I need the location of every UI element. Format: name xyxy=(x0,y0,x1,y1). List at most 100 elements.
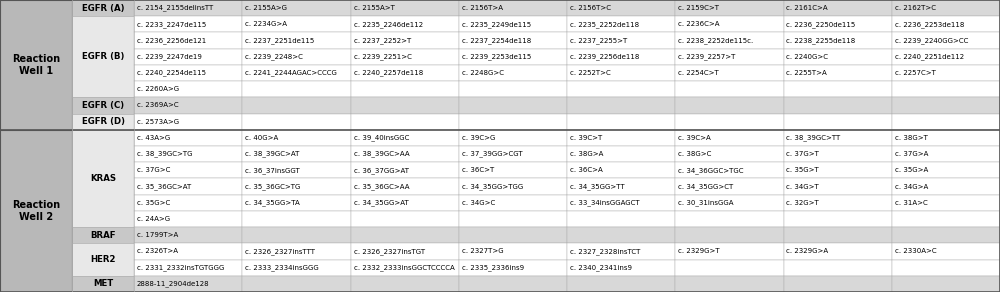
Text: c. 39C>G: c. 39C>G xyxy=(462,135,495,141)
Bar xyxy=(459,32,567,49)
Text: c. 2155A>T: c. 2155A>T xyxy=(354,5,394,11)
Text: c. 35G>T: c. 35G>T xyxy=(786,167,819,173)
Text: c. 2331_2332insTGTGGG: c. 2331_2332insTGTGGG xyxy=(137,264,224,271)
Bar xyxy=(784,162,892,178)
Bar xyxy=(134,211,242,227)
Bar xyxy=(892,16,1000,32)
Text: BRAF: BRAF xyxy=(90,231,116,240)
Text: c. 2240_2257de118: c. 2240_2257de118 xyxy=(354,69,423,77)
Text: c. 35_36GC>TG: c. 35_36GC>TG xyxy=(245,183,301,190)
Bar xyxy=(0,130,72,292)
Text: c. 2235_2249de115: c. 2235_2249de115 xyxy=(462,21,531,28)
Text: c. 2332_2333insGGCTCCCCA: c. 2332_2333insGGCTCCCCA xyxy=(354,264,454,271)
Text: c. 2239_2253de115: c. 2239_2253de115 xyxy=(462,53,531,60)
Bar xyxy=(134,260,242,276)
Text: c. 35_36GC>AT: c. 35_36GC>AT xyxy=(137,183,191,190)
Text: c. 35G>C: c. 35G>C xyxy=(137,200,170,206)
Text: c. 2240_2251de112: c. 2240_2251de112 xyxy=(895,53,964,60)
Text: c. 2159C>T: c. 2159C>T xyxy=(678,5,719,11)
Text: c. 2236_2250de115: c. 2236_2250de115 xyxy=(786,21,856,28)
Bar xyxy=(675,146,784,162)
Bar xyxy=(242,178,351,195)
Text: c. 2155A>G: c. 2155A>G xyxy=(245,5,287,11)
Text: Reaction
Well 1: Reaction Well 1 xyxy=(12,54,60,76)
Bar xyxy=(351,227,459,243)
Bar xyxy=(351,97,459,114)
Bar xyxy=(892,260,1000,276)
Bar xyxy=(567,211,675,227)
Text: c. 2333_2334insGGG: c. 2333_2334insGGG xyxy=(245,264,319,271)
Bar xyxy=(784,211,892,227)
Bar xyxy=(892,162,1000,178)
Text: c. 2238_2252de115c.: c. 2238_2252de115c. xyxy=(678,37,754,44)
Bar xyxy=(134,0,242,16)
Bar xyxy=(892,211,1000,227)
Text: c. 34_35GG>TGG: c. 34_35GG>TGG xyxy=(462,183,523,190)
Text: c. 39_40insGGC: c. 39_40insGGC xyxy=(354,135,409,141)
Text: c. 2161C>A: c. 2161C>A xyxy=(786,5,828,11)
Bar xyxy=(675,260,784,276)
Bar xyxy=(242,211,351,227)
Text: EGFR (D): EGFR (D) xyxy=(82,117,124,126)
Bar xyxy=(567,227,675,243)
Bar xyxy=(892,114,1000,130)
Bar xyxy=(351,32,459,49)
Bar xyxy=(351,211,459,227)
Text: c. 2257C>T: c. 2257C>T xyxy=(895,70,936,76)
Text: c. 2235_2246de112: c. 2235_2246de112 xyxy=(354,21,423,28)
Text: c. 1799T>A: c. 1799T>A xyxy=(137,232,178,238)
Bar xyxy=(675,211,784,227)
Bar xyxy=(72,97,134,114)
Bar xyxy=(675,16,784,32)
Text: c. 2326T>A: c. 2326T>A xyxy=(137,248,178,254)
Bar xyxy=(892,130,1000,146)
Bar xyxy=(567,65,675,81)
Bar xyxy=(892,65,1000,81)
Bar xyxy=(134,81,242,97)
Bar xyxy=(459,211,567,227)
Bar xyxy=(242,195,351,211)
Text: c. 2327T>G: c. 2327T>G xyxy=(462,248,503,254)
Bar xyxy=(784,114,892,130)
Bar xyxy=(242,227,351,243)
Bar xyxy=(72,227,134,243)
Bar xyxy=(892,146,1000,162)
Text: c. 24A>G: c. 24A>G xyxy=(137,216,170,222)
Bar xyxy=(459,162,567,178)
Text: c. 2236_2253de118: c. 2236_2253de118 xyxy=(895,21,964,28)
Bar xyxy=(675,49,784,65)
Bar xyxy=(459,195,567,211)
Bar xyxy=(459,260,567,276)
Bar xyxy=(459,81,567,97)
Bar xyxy=(675,97,784,114)
Bar xyxy=(459,97,567,114)
Text: c. 2252T>C: c. 2252T>C xyxy=(570,70,611,76)
Text: c. 2255T>A: c. 2255T>A xyxy=(786,70,827,76)
Bar xyxy=(351,0,459,16)
Bar xyxy=(351,65,459,81)
Bar xyxy=(351,195,459,211)
Text: c. 38G>A: c. 38G>A xyxy=(570,151,603,157)
Text: 2888-11_2904de128: 2888-11_2904de128 xyxy=(137,281,210,287)
Text: c. 2248G>C: c. 2248G>C xyxy=(462,70,504,76)
Bar xyxy=(134,114,242,130)
Bar xyxy=(675,227,784,243)
Bar xyxy=(134,16,242,32)
Text: c. 35G>A: c. 35G>A xyxy=(895,167,928,173)
Bar xyxy=(784,178,892,195)
Text: c. 2326_2327insTGT: c. 2326_2327insTGT xyxy=(354,248,425,255)
Bar xyxy=(134,243,242,260)
Text: c. 34_35GG>CT: c. 34_35GG>CT xyxy=(678,183,734,190)
Bar xyxy=(675,130,784,146)
Text: c. 36_37GG>AT: c. 36_37GG>AT xyxy=(354,167,409,174)
Text: c. 34G>C: c. 34G>C xyxy=(462,200,495,206)
Bar xyxy=(784,32,892,49)
Bar xyxy=(459,16,567,32)
Text: c. 2327_2328insTCT: c. 2327_2328insTCT xyxy=(570,248,640,255)
Text: c. 37G>A: c. 37G>A xyxy=(895,151,928,157)
Bar xyxy=(675,114,784,130)
Text: c. 2240_2254de115: c. 2240_2254de115 xyxy=(137,69,206,77)
Text: Reaction
Well 2: Reaction Well 2 xyxy=(12,200,60,222)
Text: c. 38_39GC>AA: c. 38_39GC>AA xyxy=(354,151,409,157)
Bar xyxy=(459,65,567,81)
